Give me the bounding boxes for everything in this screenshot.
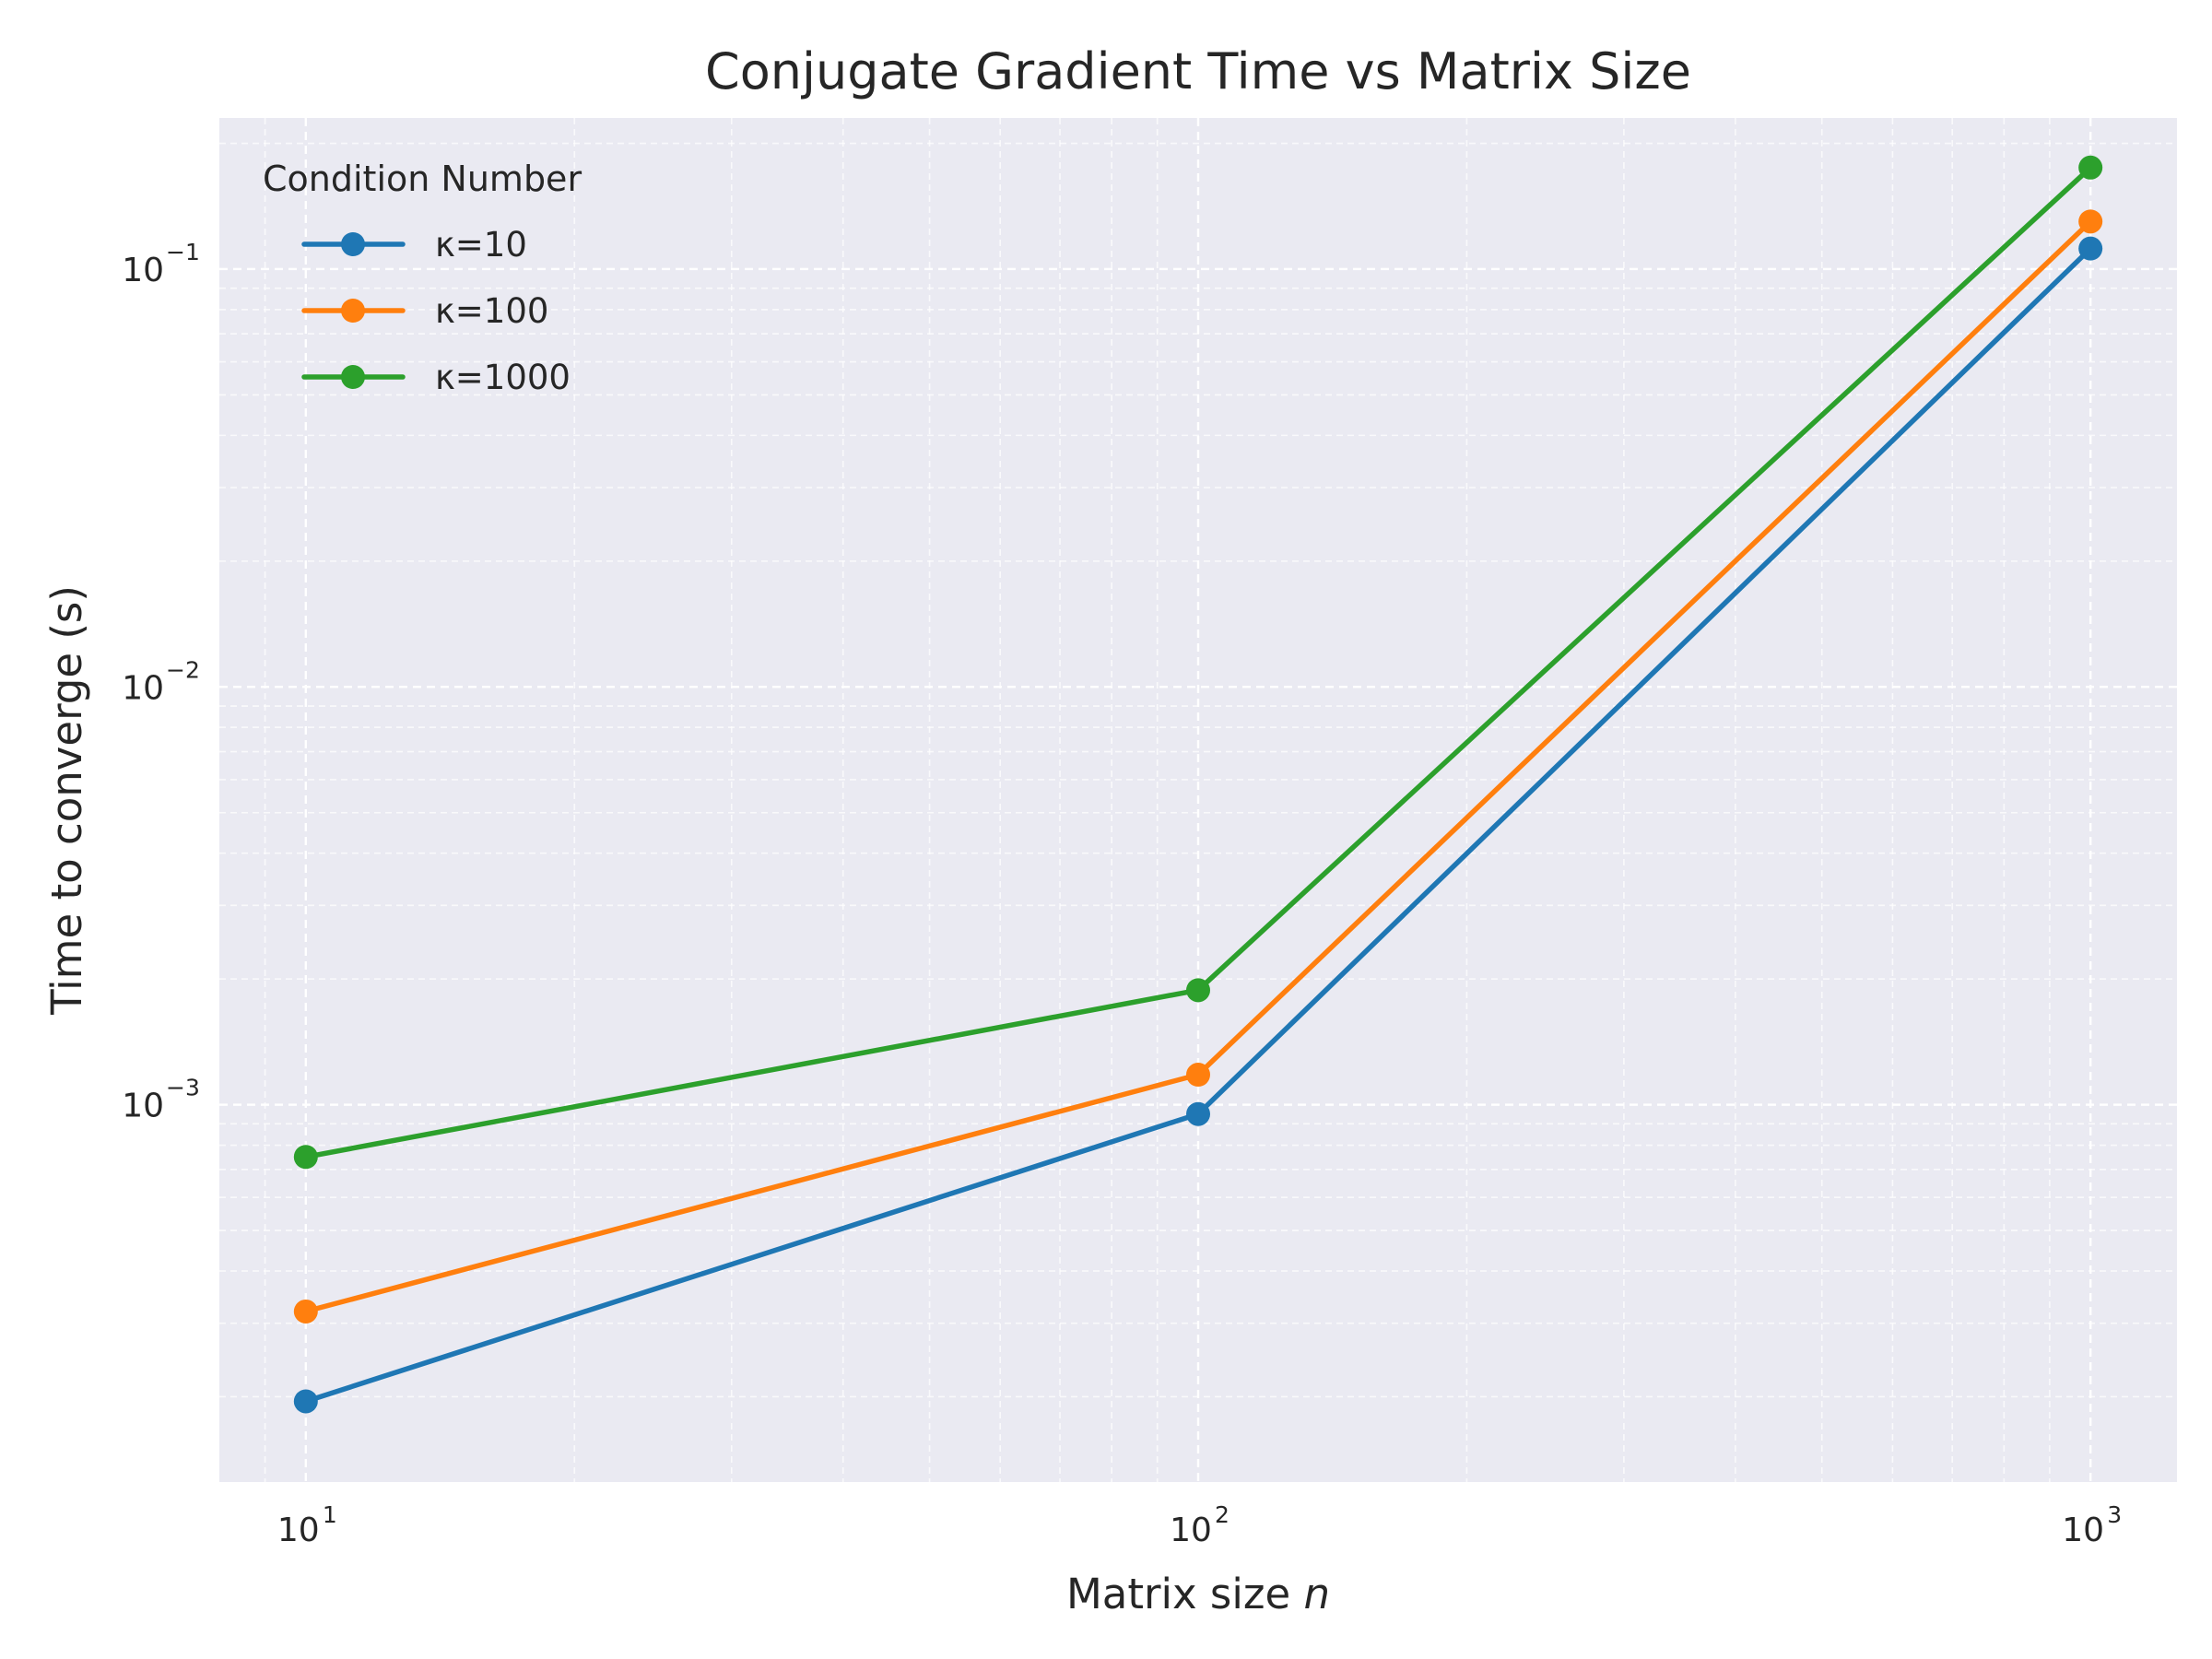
- y-axis-label: Time to converge (s): [42, 585, 91, 1016]
- legend: Condition Number κ=10 κ=100 κ=1000: [263, 159, 582, 397]
- legend-label: κ=1000: [435, 358, 571, 397]
- data-point: [293, 1299, 318, 1324]
- y-tick-label: 10: [122, 252, 164, 289]
- legend-swatch-marker: [341, 299, 365, 323]
- legend-title: Condition Number: [263, 159, 582, 199]
- legend-label: κ=10: [435, 225, 527, 265]
- y-tick-exponent: −3: [166, 1075, 200, 1101]
- tick-layer: 10 1 10 2 10 310 −310 −210 −1: [122, 239, 2122, 1549]
- x-tick-exponent: 2: [1215, 1501, 1230, 1528]
- chart-title: Conjugate Gradient Time vs Matrix Size: [705, 42, 1691, 100]
- y-tick-exponent: −1: [166, 239, 200, 265]
- legend-label: κ=100: [435, 291, 548, 331]
- x-tick-label: 10: [277, 1512, 320, 1549]
- data-point: [1186, 1101, 1210, 1126]
- x-tick-exponent: 3: [2107, 1501, 2122, 1528]
- grid-major: [219, 118, 2177, 1482]
- x-axis-label: Matrix size n: [1066, 1570, 1330, 1618]
- x-tick-label: 10: [1170, 1512, 1212, 1549]
- x-tick-exponent: 1: [323, 1501, 337, 1528]
- y-tick-exponent: −2: [166, 656, 200, 683]
- legend-swatch-marker: [341, 232, 365, 256]
- x-tick-label: 10: [2062, 1512, 2104, 1549]
- data-point: [2078, 236, 2103, 261]
- data-point: [293, 1389, 318, 1414]
- legend-swatch-marker: [341, 365, 365, 389]
- data-point: [293, 1145, 318, 1170]
- data-point: [2078, 209, 2103, 234]
- data-point: [1186, 978, 1210, 1003]
- y-tick-label: 10: [122, 669, 164, 707]
- data-point: [1186, 1063, 1210, 1088]
- series-layer: [293, 155, 2103, 1414]
- y-tick-label: 10: [122, 1088, 164, 1125]
- data-point: [2078, 155, 2103, 180]
